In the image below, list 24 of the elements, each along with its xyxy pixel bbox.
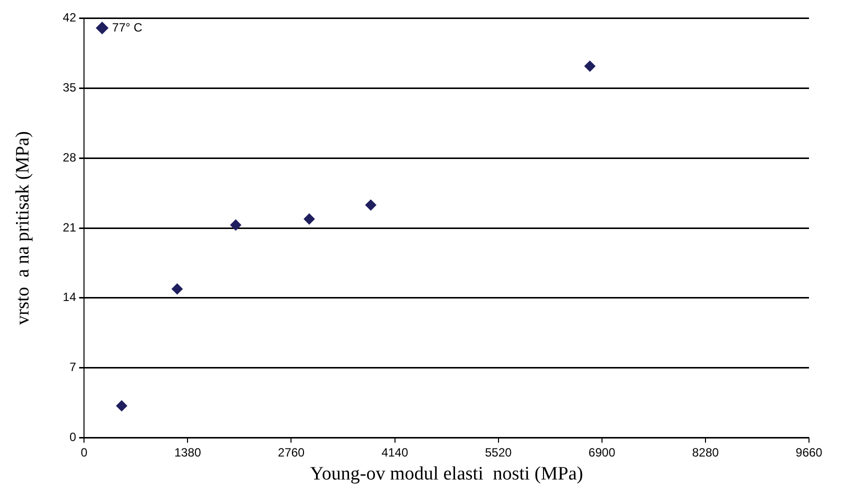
x-tick-label: 1380 (174, 445, 202, 460)
y-tick-label: 0 (69, 430, 76, 444)
x-tick-label: 5520 (484, 445, 512, 460)
y-tick-label: 21 (62, 220, 76, 234)
y-axis-title: vrsto a na pritisak (MPa) (12, 131, 34, 325)
legend-label: 77° C (112, 20, 143, 34)
y-tick-label: 35 (62, 80, 76, 94)
x-tick-label: 2760 (278, 445, 305, 460)
x-tick-label: 6900 (588, 445, 616, 460)
point (230, 220, 242, 231)
x-tick-label: 9660 (796, 445, 823, 460)
point (116, 400, 128, 412)
y-tick-label: 14 (62, 290, 76, 304)
point (172, 283, 183, 294)
x-tick-label: 4140 (381, 445, 408, 460)
y-tick-label: 28 (62, 150, 76, 164)
point (584, 60, 596, 72)
point (304, 214, 315, 225)
y-tick-label: 7 (69, 360, 76, 374)
x-tick-label: 8280 (692, 445, 720, 460)
point (365, 200, 376, 211)
x-tick-label: 0 (80, 445, 88, 460)
x-axis-title: Young-ov modul elasti nosti (MPa) (310, 464, 584, 485)
y-tick-label: 42 (62, 10, 76, 25)
